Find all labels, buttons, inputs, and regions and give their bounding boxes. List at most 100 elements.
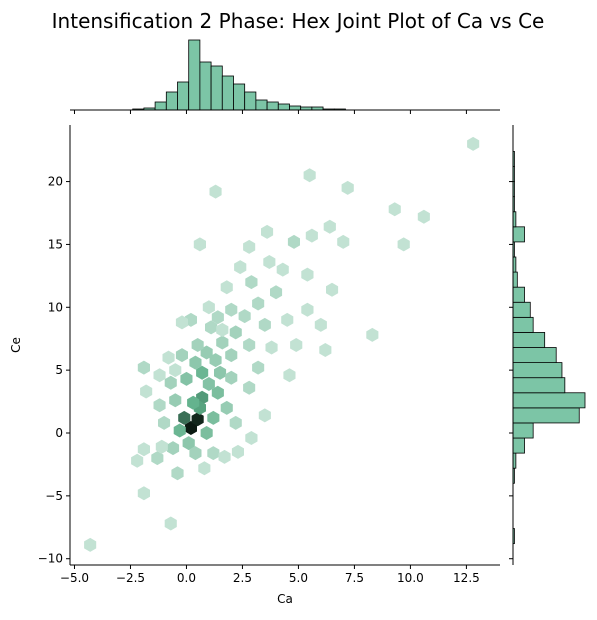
hexbin-cell [303,168,316,183]
hexbin-cell [137,442,150,457]
hexbin-cell [209,184,222,199]
marginal-x-bar [188,39,201,111]
y-axis-label: Ce [9,337,23,353]
hexbin-cell [258,317,271,332]
hexbin-cell [258,408,271,423]
y-tick-label: 0 [55,426,63,440]
hexbin-cell [189,355,202,370]
hexbin-cell [281,312,294,327]
hexbin-cell [290,338,303,352]
hexbin-cell [171,466,184,481]
marginal-x-bar [266,101,279,111]
hexbin-cell [301,302,314,317]
hexbin-cell [319,343,332,357]
hexbin-cell [202,300,215,315]
marginal-y-bar [512,407,580,424]
hexbin-cell [137,486,150,501]
hexbin-cell [211,385,224,400]
hexbin-cell [169,393,182,408]
hexbin-cell [207,446,220,461]
hexbin-cell [252,296,265,311]
marginal-y-bar [512,301,531,318]
marginal-y-bar [512,316,534,333]
x-tick-label: −2.5 [116,571,145,585]
marginal-x-bar [221,75,234,111]
marginal-x-bar [255,99,268,111]
hexbin-cell [243,380,256,395]
hexbin-cell [189,446,202,461]
hexbin-cell [301,267,314,282]
hexbin-cell [140,384,153,399]
hexbin-cell [283,368,296,383]
marginal-x-bar [277,103,290,111]
marginal-y-bar [512,377,566,394]
hexbin-cell [162,350,175,365]
marginal-x-bar [289,105,302,111]
marginal-x-bar [244,91,257,111]
hexbin-cell [191,412,204,427]
y-tick-label: 5 [55,363,63,377]
hexbin-cell [305,228,318,243]
hexbin-cell [245,431,258,445]
hexbin-cell [211,310,224,325]
y-tick-label: −5 [45,489,63,503]
marginal-y-bar [512,437,525,454]
hexbin-cell [366,327,379,342]
hexbin-cell [205,320,218,335]
hexbin-cell [238,309,251,324]
hexbin-cell [270,285,283,300]
x-tick-label: −5.0 [60,571,89,585]
hexbin-cell [175,315,188,330]
marginal-x-bar [233,83,246,111]
hexbin-cell [155,439,168,454]
hexbin-cell [229,325,242,340]
hexbin-cell [243,239,256,254]
x-tick-label: 12.5 [453,571,480,585]
hexbin-cell [220,280,233,295]
marginal-x-bar [199,61,212,111]
y-tick-label: 10 [48,300,63,314]
x-tick-label: 0.0 [177,571,196,585]
hexbin-cell [84,537,97,552]
hexbin-cell [182,436,195,451]
hexbin-cell [234,260,247,275]
hexbin-cell [261,224,274,239]
hexbin-cell [193,237,206,252]
hexbin-cell [225,348,238,363]
hexbin-cell [207,410,220,425]
x-tick-label: 5.0 [289,571,308,585]
marginal-x-bar [154,101,167,111]
hexbin-cell [191,338,204,352]
hexbin-cell [216,322,229,337]
hexbin-cell [137,360,150,375]
x-axis-label: Ca [277,592,293,606]
hexbin-cell [200,345,213,360]
hexbin-cell [417,209,430,224]
hexbin-cell [229,415,242,430]
hexbin-cell [198,461,211,476]
hexbin-cell [252,360,265,375]
hexbin-cell [225,370,238,385]
marginal-y-bar [512,422,534,439]
x-tick-label: 7.5 [345,571,364,585]
marginal-y-bar [512,392,586,409]
hexbin-cell [397,237,410,252]
hexbin-cell [131,453,144,468]
hexbin-cell [323,219,336,234]
hexbin-cell [287,234,300,249]
marginal-x-histogram [70,39,500,114]
hexbin-cell [164,375,177,390]
hexbin-cell [153,368,166,383]
hexbin-cell [245,275,258,290]
hexbin-cell [388,202,401,217]
hexbin-cell [209,353,222,368]
hexbin-layer [84,136,480,552]
hexbin-cell [180,371,193,386]
marginal-y-histogram [509,125,586,565]
y-ticks: −10 −5 0 5 10 15 20 [38,175,70,566]
main-axes [69,125,500,566]
x-tick-label: 10.0 [397,571,424,585]
hexbin-cell [467,136,480,151]
y-tick-label: 20 [48,175,63,189]
hexbin-cell [225,302,238,317]
